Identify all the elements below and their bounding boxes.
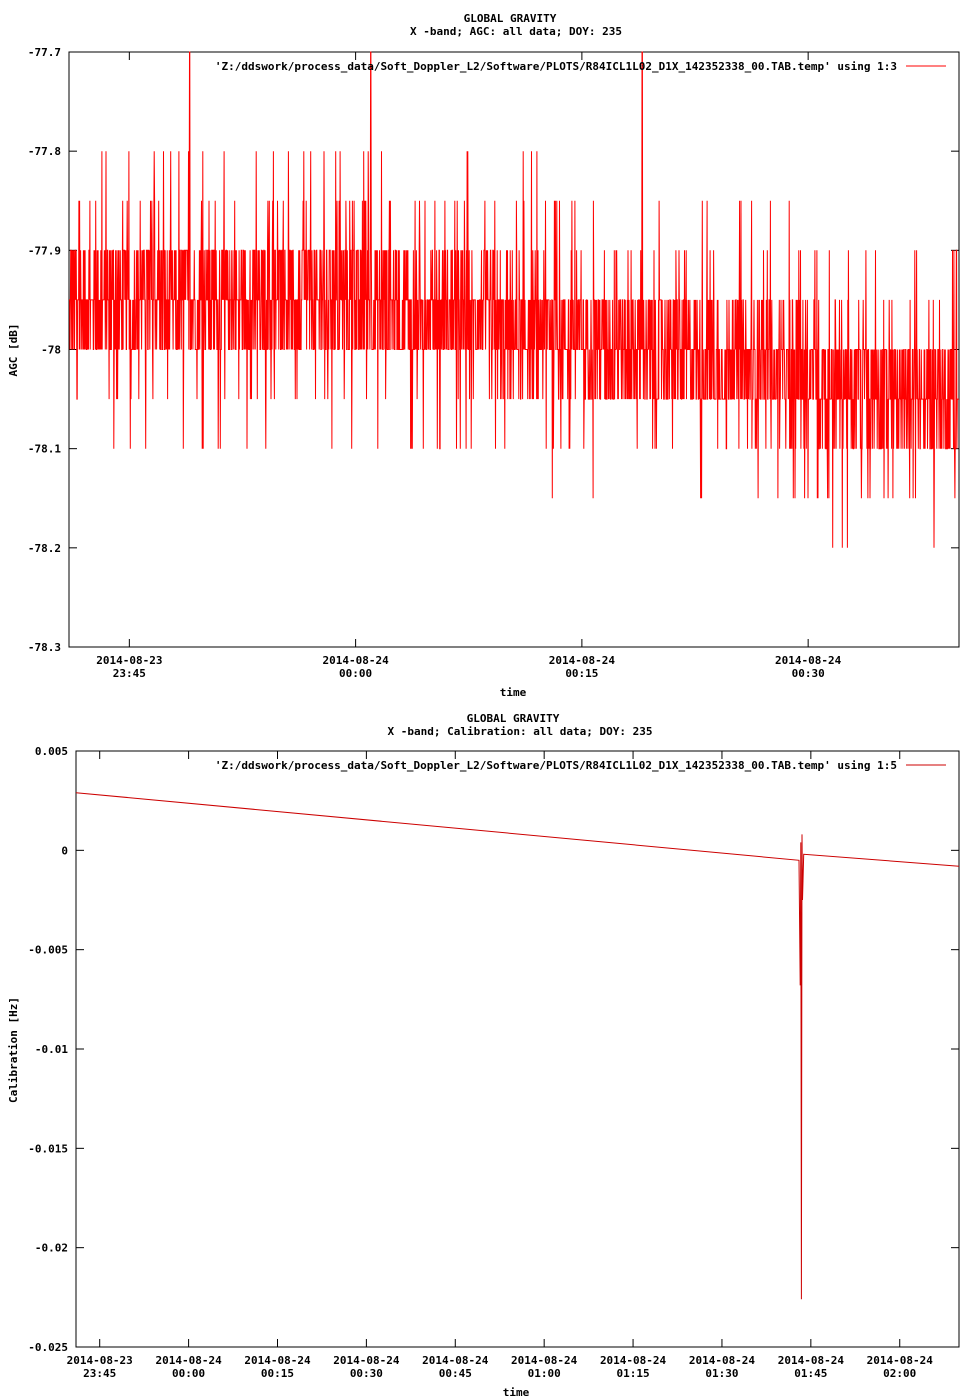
calibration-x-tick-time: 02:00 xyxy=(883,1367,916,1380)
agc-y-tick-label: -77.7 xyxy=(28,46,61,59)
calibration-x-tick-date: 2014-08-24 xyxy=(600,1354,667,1367)
calibration-chart-title: GLOBAL GRAVITY xyxy=(467,712,560,725)
calibration-x-tick-time: 00:15 xyxy=(261,1367,294,1380)
calibration-x-tick-date: 2014-08-24 xyxy=(778,1354,845,1367)
calibration-chart: GLOBAL GRAVITY X -band; Calibration: all… xyxy=(7,712,960,1399)
agc-x-tick-date: 2014-08-24 xyxy=(549,654,616,667)
calibration-x-tick-time: 00:00 xyxy=(172,1367,205,1380)
calibration-chart-subtitle: X -band; Calibration: all data; DOY: 235 xyxy=(388,725,653,738)
calibration-series-line xyxy=(75,792,960,1300)
agc-x-tick-date: 2014-08-24 xyxy=(322,654,389,667)
calibration-x-tick-time: 01:45 xyxy=(794,1367,827,1380)
agc-x-tick-time: 00:30 xyxy=(792,667,825,680)
agc-x-tick-time: 00:15 xyxy=(565,667,598,680)
agc-chart-title: GLOBAL GRAVITY xyxy=(464,12,557,25)
calibration-x-tick-date: 2014-08-23 xyxy=(67,1354,133,1367)
calibration-y-tick-label: -0.005 xyxy=(28,944,68,957)
calibration-x-axis-label: time xyxy=(503,1386,530,1399)
agc-x-tick-date: 2014-08-23 xyxy=(96,654,162,667)
calibration-x-tick-time: 01:15 xyxy=(616,1367,649,1380)
agc-x-tick-time: 23:45 xyxy=(113,667,146,680)
agc-y-tick-label: -78.1 xyxy=(28,443,61,456)
agc-y-tick-label: -77.9 xyxy=(28,244,61,257)
calibration-y-tick-label: 0.005 xyxy=(35,745,68,758)
agc-chart-subtitle: X -band; AGC: all data; DOY: 235 xyxy=(410,25,622,38)
calibration-y-tick-label: -0.025 xyxy=(28,1341,68,1354)
calibration-x-tick-date: 2014-08-24 xyxy=(689,1354,756,1367)
calibration-x-tick-time: 01:30 xyxy=(705,1367,738,1380)
agc-y-axis-label: AGC [dB] xyxy=(7,324,20,377)
calibration-y-tick-label: -0.015 xyxy=(28,1142,68,1155)
calibration-plot-area: 0.0050-0.005-0.01-0.015-0.02-0.0252014-0… xyxy=(28,745,960,1380)
agc-chart: GLOBAL GRAVITY X -band; AGC: all data; D… xyxy=(7,12,960,699)
calibration-y-tick-label: 0 xyxy=(61,844,68,857)
agc-y-tick-label: -78.3 xyxy=(28,641,61,654)
agc-y-tick-label: -77.8 xyxy=(28,145,61,158)
calibration-x-tick-date: 2014-08-24 xyxy=(422,1354,489,1367)
calibration-x-tick-date: 2014-08-24 xyxy=(244,1354,311,1367)
agc-y-tick-label: -78 xyxy=(41,344,61,357)
calibration-y-tick-label: -0.01 xyxy=(35,1043,68,1056)
agc-series-line xyxy=(69,51,959,548)
calibration-plot-border xyxy=(75,750,960,1348)
calibration-x-tick-date: 2014-08-24 xyxy=(155,1354,222,1367)
agc-x-axis-label: time xyxy=(500,686,527,699)
agc-legend-label: 'Z:/ddswork/process_data/Soft_Doppler_L2… xyxy=(215,60,897,73)
calibration-x-tick-date: 2014-08-24 xyxy=(333,1354,400,1367)
agc-x-tick-time: 00:00 xyxy=(339,667,372,680)
calibration-x-tick-time: 23:45 xyxy=(83,1367,116,1380)
calibration-x-tick-time: 01:00 xyxy=(528,1367,561,1380)
calibration-x-tick-time: 00:45 xyxy=(439,1367,472,1380)
agc-plot-area: -77.7 -77.8 -77.9 -78 -78.1 -78.2 -78.3 2014-08… xyxy=(28,46,960,680)
agc-x-tick-date: 2014-08-24 xyxy=(775,654,842,667)
calibration-x-tick-date: 2014-08-24 xyxy=(867,1354,934,1367)
calibration-y-axis-label: Calibration [Hz] xyxy=(7,997,20,1103)
agc-y-tick-label: -78.2 xyxy=(28,542,61,555)
calibration-y-tick-label: -0.02 xyxy=(35,1242,68,1255)
calibration-legend-label: 'Z:/ddswork/process_data/Soft_Doppler_L2… xyxy=(215,759,897,772)
calibration-x-tick-date: 2014-08-24 xyxy=(511,1354,578,1367)
calibration-x-tick-time: 00:30 xyxy=(350,1367,383,1380)
